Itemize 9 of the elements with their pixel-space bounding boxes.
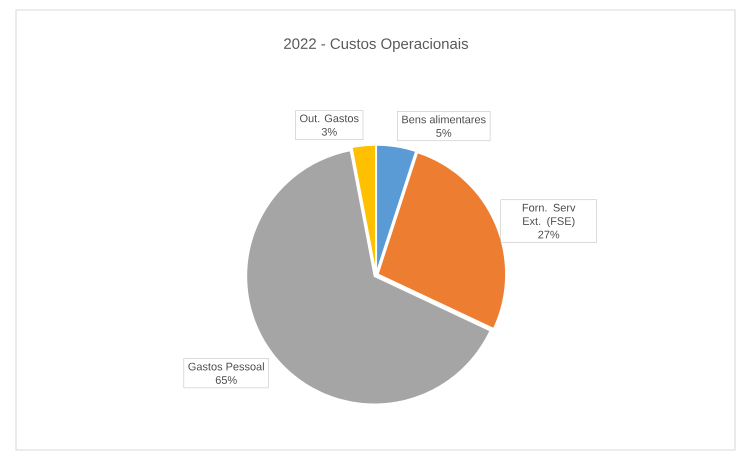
chart-title: 2022 - Custos Operacionais bbox=[284, 38, 468, 52]
data-label: 65% bbox=[216, 376, 237, 384]
slice-label: Gastos Pessoal bbox=[188, 362, 264, 370]
slice-label: Out. Gastos bbox=[300, 114, 359, 122]
data-label: 27% bbox=[538, 230, 560, 238]
data-label: 5% bbox=[436, 129, 452, 137]
slice-label: Bens alimentares bbox=[402, 115, 486, 124]
data-label: 3% bbox=[322, 128, 337, 136]
slice-label: Forn. Serv Ext. (FSE) bbox=[522, 204, 576, 228]
